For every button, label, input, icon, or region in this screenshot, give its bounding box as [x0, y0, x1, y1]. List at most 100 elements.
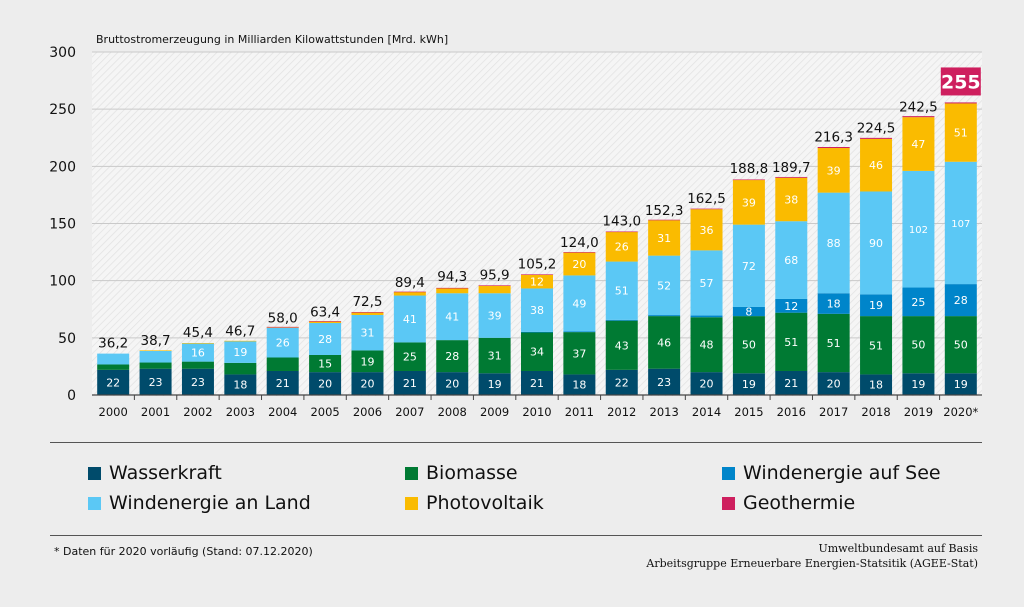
total-value-label: 63,4 — [310, 305, 340, 321]
bar-segment — [563, 252, 596, 253]
segment-value-label: 19 — [233, 346, 247, 359]
segment-value-label: 38 — [784, 193, 798, 206]
legend-swatch-geothermie — [722, 496, 735, 510]
segment-value-label: 21 — [784, 377, 798, 390]
bar-segment — [181, 343, 214, 362]
segment-value-label: 21 — [403, 377, 417, 390]
bar-segment — [521, 370, 553, 395]
total-value-label: 105,2 — [518, 257, 557, 273]
bar-segment — [139, 362, 172, 369]
bar-stack-2016: 21 51 12 68 38 189,7 — [772, 160, 811, 395]
bar-segment — [944, 284, 977, 317]
bar-segment — [436, 340, 469, 373]
bar-segment — [605, 369, 638, 395]
segment-value-label: 18 — [827, 298, 841, 311]
bar-segment — [181, 343, 214, 344]
bar-segment — [775, 370, 808, 395]
segment-value-label: 107 — [951, 219, 970, 230]
total-value-label: 36,2 — [98, 336, 128, 352]
segment-value-label: 21 — [276, 377, 290, 390]
segment-value-label: 72 — [742, 260, 756, 273]
bar-segment — [648, 315, 681, 317]
segment-value-label: 20 — [360, 378, 374, 391]
bar-segment — [817, 313, 850, 373]
segment-value-label: 20 — [572, 258, 586, 271]
bar-segment — [436, 288, 469, 294]
x-tick-label: 2004 — [268, 405, 297, 419]
bar-segment — [139, 368, 172, 395]
x-tick-label: 2002 — [183, 405, 212, 419]
bar-segment — [393, 342, 426, 371]
segment-value-label: 57 — [700, 277, 714, 290]
total-value-label: 95,9 — [480, 267, 510, 283]
segment-value-label: 20 — [700, 378, 714, 391]
legend-item-wasserkraft: Wasserkraft — [88, 462, 405, 484]
y-tick-label: 250 — [49, 102, 76, 118]
x-tick-label: 2014 — [692, 405, 721, 419]
bar-segment — [521, 274, 553, 289]
segment-value-label: 19 — [742, 378, 756, 391]
total-value-label: 46,7 — [225, 324, 255, 340]
segment-value-label: 28 — [445, 350, 459, 363]
total-value-label: 124,0 — [560, 235, 599, 251]
segment-value-label: 88 — [827, 237, 841, 250]
bar-stack-2010: 21 34 38 12 105,2 — [518, 257, 557, 395]
x-tick-label: 2008 — [438, 405, 467, 419]
bar-segment — [393, 291, 426, 293]
segment-value-label: 25 — [911, 296, 925, 309]
segment-value-label: 51 — [784, 336, 798, 349]
segment-value-label: 52 — [657, 279, 671, 292]
bar-segment — [817, 372, 850, 395]
segment-value-label: 15 — [318, 358, 332, 371]
legend-swatch-photovoltaik — [405, 496, 418, 510]
bar-stack-2011: 18 37 49 20 124,0 — [560, 235, 599, 395]
legend-swatch-wind-offshore — [722, 466, 735, 480]
x-tick-label: 2011 — [565, 405, 594, 419]
bar-segment — [648, 316, 681, 369]
bar-segment — [309, 322, 342, 355]
segment-value-label: 38 — [530, 304, 544, 317]
bar-segment — [690, 209, 723, 251]
bar-segment — [817, 148, 850, 193]
bar-segment — [139, 350, 172, 352]
segment-value-label: 50 — [954, 339, 968, 352]
segment-value-label: 8 — [745, 306, 752, 319]
bar-stack-2000: 22 36,2 — [97, 336, 130, 395]
bar-segment — [563, 332, 596, 375]
bar-stack-2007: 21 25 41 89,4 — [393, 275, 426, 395]
legend-item-biomasse: Biomasse — [405, 462, 722, 484]
bar-segment — [860, 137, 893, 139]
source-credit: Umweltbundesamt auf Basis Arbeitsgruppe … — [646, 541, 978, 571]
bar-segment — [775, 177, 808, 222]
x-tick-label: 2005 — [310, 405, 339, 419]
y-tick-label: 150 — [49, 217, 76, 233]
legend-item-wind-offshore: Windenergie auf See — [722, 462, 988, 484]
bar-stack-2005: 20 15 28 63,4 — [309, 305, 342, 395]
bar-segment — [775, 221, 808, 299]
bar-segment — [478, 337, 511, 374]
bar-segment — [436, 372, 469, 395]
segment-value-label: 23 — [191, 376, 205, 389]
bar-segment — [690, 250, 723, 316]
segment-value-label: 28 — [954, 294, 968, 307]
total-value-label: 45,4 — [183, 325, 213, 341]
segment-value-label: 50 — [911, 339, 925, 352]
segment-value-label: 16 — [191, 346, 205, 359]
y-tick-label: 200 — [49, 159, 76, 175]
segment-value-label: 43 — [615, 339, 629, 352]
segment-value-label: 36 — [700, 224, 714, 237]
bar-segment — [690, 208, 723, 210]
bar-segment — [902, 316, 935, 374]
bar-segment — [605, 231, 638, 233]
x-tick-label: 2001 — [141, 405, 170, 419]
segment-value-label: 41 — [403, 313, 417, 326]
x-tick-label: 2015 — [734, 405, 763, 419]
segment-value-label: 18 — [572, 379, 586, 392]
segment-value-label: 31 — [657, 232, 671, 245]
legend-item-photovoltaik: Photovoltaik — [405, 492, 722, 514]
bar-segment — [478, 373, 511, 395]
bar-segment — [648, 368, 681, 395]
bar-segment — [224, 362, 257, 375]
bar-segment — [393, 295, 426, 343]
segment-value-label: 49 — [572, 297, 586, 310]
